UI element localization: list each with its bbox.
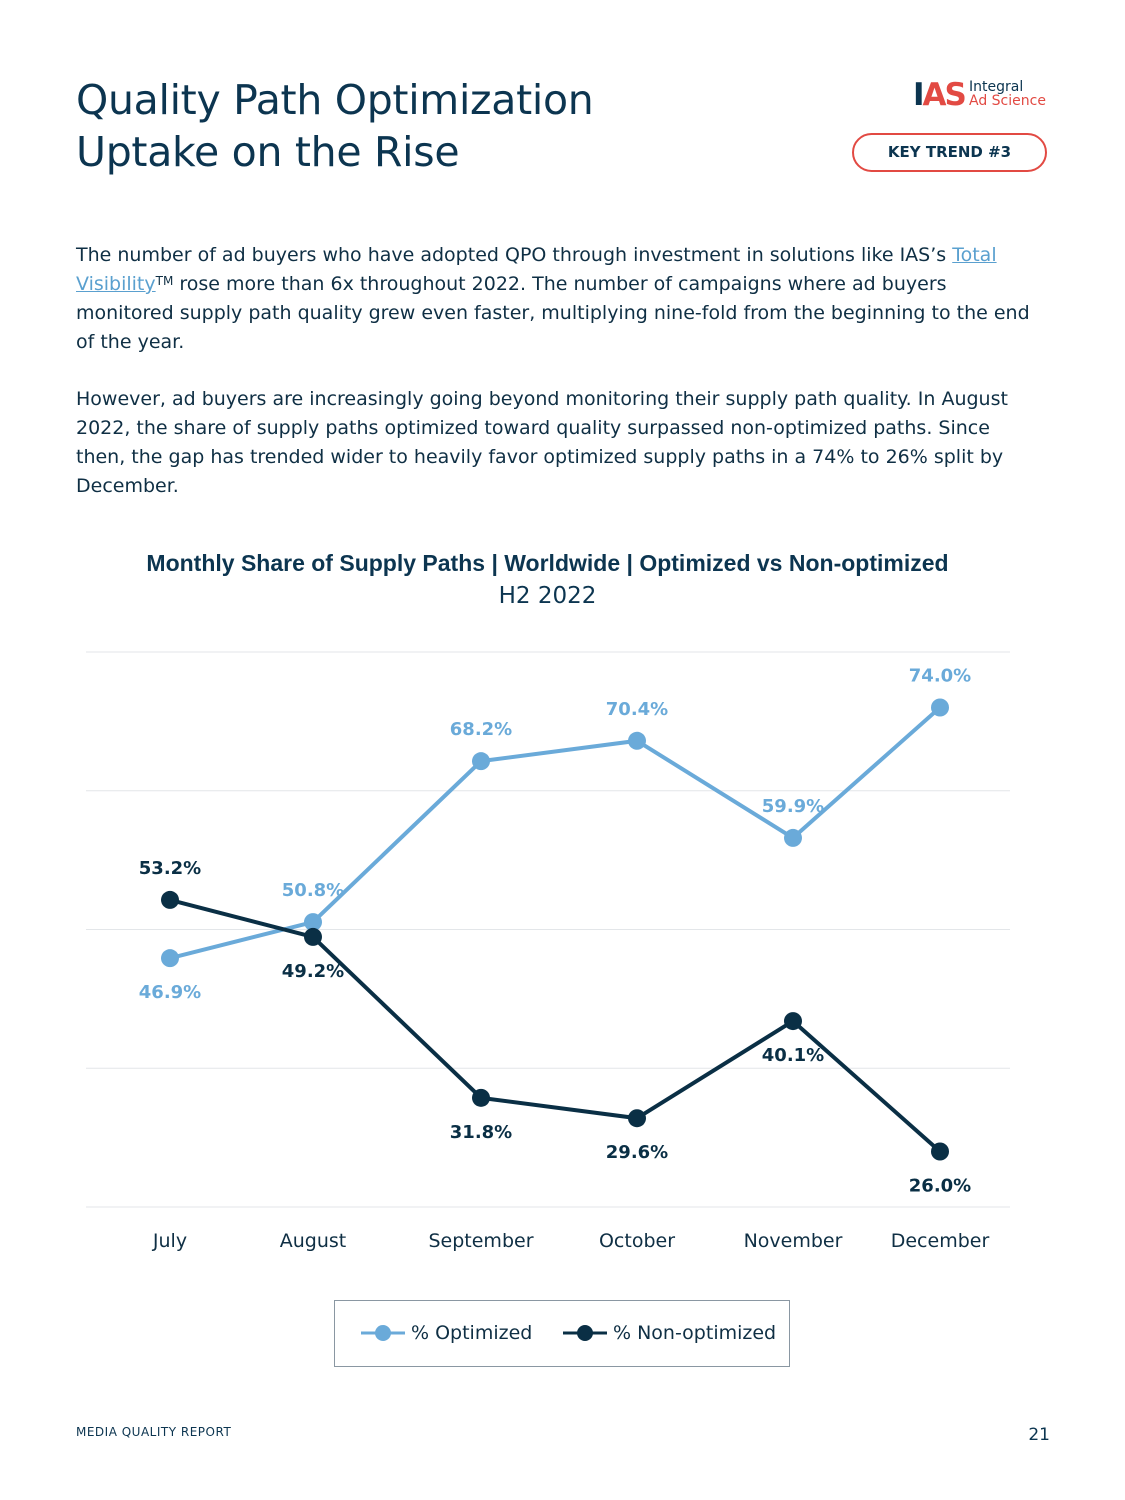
page-title-line-1: Quality Path Optimization	[76, 76, 594, 124]
key-trend-badge: KEY TREND #3	[852, 133, 1047, 172]
x-tick-label: July	[152, 1230, 187, 1252]
trademark-mark: TM	[155, 274, 174, 288]
chart-legend: % Optimized % Non-optimized	[334, 1300, 790, 1367]
data-label: 59.9%	[762, 796, 824, 817]
data-point	[472, 1088, 490, 1107]
data-point	[931, 698, 949, 717]
data-point	[628, 1109, 646, 1128]
legend-item-optimized: % Optimized	[361, 1301, 532, 1365]
line-chart: July August September October November Decemb…	[86, 651, 1010, 1252]
footer-report-name: MEDIA QUALITY REPORT	[76, 1425, 232, 1439]
x-tick-label: October	[599, 1230, 675, 1252]
data-point	[931, 1142, 949, 1161]
page-title-line-2: Uptake on the Rise	[76, 128, 460, 176]
x-tick-label: September	[428, 1230, 533, 1252]
data-label: 46.9%	[139, 982, 201, 1003]
data-label: 68.2%	[450, 719, 512, 740]
data-point	[784, 828, 802, 847]
data-point	[304, 927, 322, 946]
legend-item-non-optimized: % Non-optimized	[563, 1301, 776, 1365]
data-point	[161, 890, 179, 909]
ias-logo-text: Integral Ad Science	[969, 79, 1046, 109]
x-tick-label: August	[280, 1230, 347, 1252]
data-label: 50.8%	[282, 880, 344, 901]
total-visibility-link[interactable]: Total Visibility	[76, 244, 997, 295]
data-label: 40.1%	[762, 1045, 824, 1066]
second-paragraph: However, ad buyers are increasingly goin…	[76, 388, 1008, 497]
data-label: 74.0%	[909, 666, 971, 687]
series-line	[169, 897, 942, 1153]
intro-paragraph: The number of ad buyers who have adopted…	[76, 244, 1030, 353]
data-point	[784, 1012, 802, 1031]
legend-label-optimized: % Optimized	[411, 1322, 533, 1344]
data-label: 26.0%	[909, 1176, 971, 1197]
ias-logo: IAS Integral Ad Science	[913, 78, 1053, 112]
legend-marker-optimized	[361, 1325, 405, 1341]
data-point	[628, 731, 646, 750]
data-label: 31.8%	[450, 1122, 512, 1143]
data-point	[304, 913, 322, 932]
data-label: 49.2%	[282, 961, 344, 982]
data-point	[161, 949, 179, 968]
chart-subtitle: H2 2022	[498, 583, 597, 609]
x-tick-label: November	[744, 1230, 843, 1252]
page-title: Quality Path Optimization Uptake on the …	[76, 74, 594, 178]
legend-label-non-optimized: % Non-optimized	[613, 1322, 777, 1344]
x-tick-label: December	[891, 1230, 990, 1252]
data-point	[472, 752, 490, 771]
series-line	[169, 706, 942, 961]
legend-marker-non-optimized	[563, 1325, 607, 1341]
data-label: 29.6%	[606, 1142, 668, 1163]
data-label: 53.2%	[139, 858, 201, 879]
ias-logo-mark: IAS	[913, 77, 967, 113]
page-number: 21	[1028, 1425, 1050, 1445]
chart-title: Monthly Share of Supply Paths | Worldwid…	[146, 550, 949, 576]
data-label: 70.4%	[606, 699, 668, 720]
